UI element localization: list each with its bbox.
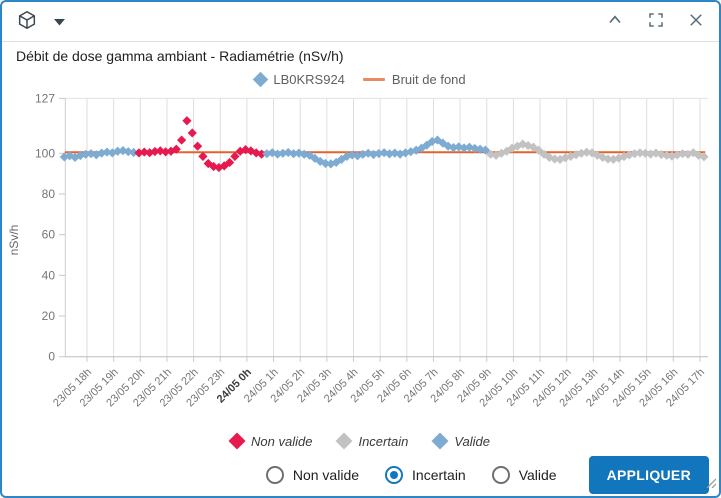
radio-incertain[interactable]: Incertain bbox=[385, 466, 466, 484]
caret-down-icon bbox=[54, 14, 65, 29]
svg-text:0: 0 bbox=[48, 350, 55, 364]
radio-circle-icon bbox=[265, 466, 284, 484]
legend-bruit-label: Bruit de fond bbox=[391, 71, 466, 87]
status-legend-label: Non valide bbox=[251, 433, 313, 449]
status-legend: Non valide Incertain Valide bbox=[2, 430, 719, 452]
legend-series-label: LB0KRS924 bbox=[273, 71, 345, 87]
controls-row: Non valide Incertain Valide APPLIQUER bbox=[2, 452, 719, 496]
svg-text:127: 127 bbox=[35, 91, 55, 105]
status-legend-label: Incertain bbox=[358, 433, 409, 449]
chevron-up-icon bbox=[605, 10, 625, 33]
legend-item-bruit[interactable]: Bruit de fond bbox=[362, 71, 466, 87]
series-diamond-icon bbox=[253, 71, 269, 87]
title-row: Débit de dose gamma ambiant - Radiamétri… bbox=[2, 42, 719, 66]
status-legend-non-valide[interactable]: Non valide bbox=[228, 432, 313, 450]
legend-item-series[interactable]: LB0KRS924 bbox=[253, 71, 345, 87]
widget-menu-caret[interactable] bbox=[54, 14, 65, 29]
incertain-diamond-icon bbox=[335, 432, 353, 450]
widget-menu-button[interactable] bbox=[16, 9, 38, 34]
fullscreen-button[interactable] bbox=[647, 11, 665, 32]
svg-text:80: 80 bbox=[42, 187, 56, 201]
svg-text:60: 60 bbox=[42, 228, 56, 242]
collapse-button[interactable] bbox=[605, 10, 625, 33]
header-bar bbox=[2, 2, 719, 42]
line-swatch-icon bbox=[362, 77, 385, 81]
svg-text:100: 100 bbox=[35, 146, 55, 160]
status-legend-incertain[interactable]: Incertain bbox=[335, 432, 409, 450]
non-valide-diamond-icon bbox=[228, 432, 246, 450]
radio-valide[interactable]: Valide bbox=[491, 466, 557, 484]
radio-label: Non valide bbox=[292, 467, 360, 483]
series-legend: LB0KRS924 Bruit de fond bbox=[2, 68, 719, 90]
svg-text:40: 40 bbox=[42, 268, 56, 282]
status-legend-valide[interactable]: Valide bbox=[431, 432, 490, 450]
resize-handle[interactable] bbox=[704, 475, 717, 493]
radio-label: Incertain bbox=[412, 467, 466, 483]
radio-circle-icon bbox=[491, 466, 510, 484]
radio-non-valide[interactable]: Non valide bbox=[265, 466, 360, 484]
svg-text:20: 20 bbox=[42, 309, 56, 323]
svg-text:nSv/h: nSv/h bbox=[7, 225, 21, 256]
valide-diamond-icon bbox=[431, 432, 449, 450]
page-title: Débit de dose gamma ambiant - Radiamétri… bbox=[16, 48, 344, 64]
fullscreen-icon bbox=[647, 11, 665, 32]
cube-icon bbox=[16, 9, 38, 34]
close-icon bbox=[687, 11, 705, 32]
radio-label: Valide bbox=[518, 467, 557, 483]
apply-button[interactable]: APPLIQUER bbox=[588, 456, 709, 494]
radio-circle-icon bbox=[385, 466, 404, 484]
status-legend-label: Valide bbox=[454, 433, 490, 449]
close-button[interactable] bbox=[687, 11, 705, 32]
